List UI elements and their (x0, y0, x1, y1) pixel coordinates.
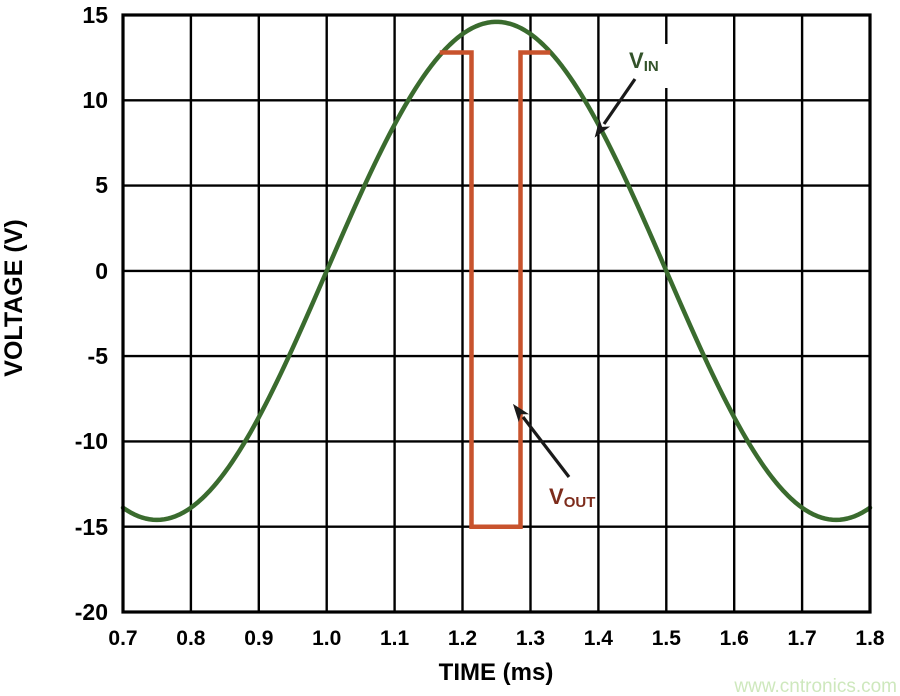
svg-text:0: 0 (95, 258, 108, 284)
svg-text:0.7: 0.7 (108, 627, 137, 650)
svg-text:1.0: 1.0 (312, 627, 341, 650)
svg-text:1.4: 1.4 (584, 627, 614, 650)
svg-text:www.cntronics.com: www.cntronics.com (733, 676, 897, 696)
svg-text:VOLTAGE (V): VOLTAGE (V) (0, 219, 28, 376)
svg-text:1.5: 1.5 (652, 627, 682, 650)
svg-text:1.1: 1.1 (380, 627, 410, 650)
svg-text:-15: -15 (75, 514, 108, 540)
svg-text:-20: -20 (75, 599, 108, 625)
svg-text:1.8: 1.8 (855, 627, 885, 650)
svg-text:1.2: 1.2 (448, 627, 477, 650)
svg-text:10: 10 (82, 87, 108, 113)
svg-text:0.8: 0.8 (176, 627, 206, 650)
svg-text:1.3: 1.3 (516, 627, 545, 650)
svg-text:-10: -10 (75, 428, 108, 454)
svg-text:0.9: 0.9 (244, 627, 273, 650)
svg-text:TIME (ms): TIME (ms) (439, 659, 554, 686)
svg-text:1.6: 1.6 (720, 627, 749, 650)
svg-text:15: 15 (82, 2, 108, 28)
svg-text:1.7: 1.7 (787, 627, 816, 650)
svg-text:5: 5 (95, 172, 108, 198)
svg-text:-5: -5 (88, 343, 109, 369)
